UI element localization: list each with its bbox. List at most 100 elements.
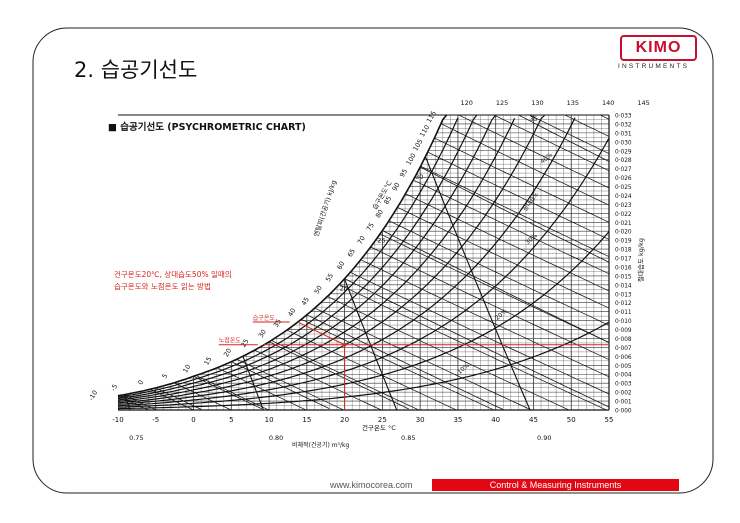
x-tick-label: 25 bbox=[378, 416, 387, 424]
enthalpy-line bbox=[374, 115, 609, 206]
y-tick-label: 0·001 bbox=[615, 400, 632, 406]
logo-wordmark: KIMO bbox=[620, 35, 697, 61]
enthalpy-line bbox=[118, 175, 609, 410]
enthalpy-tick-label: 25 bbox=[239, 338, 250, 349]
x-tick-label: 10 bbox=[265, 416, 274, 424]
y-tick-label: 0·025 bbox=[615, 185, 632, 191]
enthalpy-tick-label: 5 bbox=[160, 372, 169, 380]
y-tick-label: 0·008 bbox=[615, 337, 632, 343]
enthalpy-tick-label: 75 bbox=[365, 221, 376, 232]
dew-point-marker: 노점온도 bbox=[219, 338, 242, 345]
sv-tick-label: 0.90 bbox=[537, 434, 551, 442]
y-tick-label: 0·021 bbox=[615, 221, 632, 227]
rh-axis-label: 상대습도 bbox=[521, 190, 540, 213]
rh-curve bbox=[117, 117, 576, 405]
curve-layer bbox=[117, 114, 610, 411]
y-tick-label: 0·000 bbox=[615, 409, 632, 415]
annotation-line-1: 건구온도20℃, 상대습도50% 일때의 bbox=[114, 269, 232, 279]
wet-bulb-line bbox=[420, 166, 609, 263]
enthalpy-tick-label: 110 bbox=[418, 124, 431, 139]
y-tick-label: 0·031 bbox=[615, 131, 632, 137]
y-axis-label: 절대습도 kg/kg bbox=[636, 238, 645, 282]
logo-subtitle: INSTRUMENTS bbox=[618, 63, 690, 70]
y-tick-label: 0·014 bbox=[615, 283, 632, 289]
y-tick-label: 0·033 bbox=[615, 114, 632, 120]
y-tick-label: 0·002 bbox=[615, 391, 632, 397]
enthalpy-tick-label: 60 bbox=[335, 260, 346, 271]
enthalpy-line bbox=[404, 115, 609, 189]
x-tick-label: 0 bbox=[191, 416, 195, 424]
y-tick-label: 0·030 bbox=[615, 140, 632, 146]
y-tick-label: 0·032 bbox=[615, 122, 632, 128]
enthalpy-tick-label: 35 bbox=[272, 318, 283, 329]
rh-curve bbox=[117, 231, 610, 408]
label-layer: 10%20%30%40%-10 -5 0 5 10 15 20 25 30 35 40 45 50 550… bbox=[87, 99, 650, 442]
kimo-logo: KIMO INSTRUMENTS bbox=[618, 35, 698, 70]
enthalpy-tick-label: 40 bbox=[286, 307, 297, 318]
sv-tick-label: 0.75 bbox=[129, 434, 143, 442]
rh-curve bbox=[117, 114, 478, 400]
sv-axis-label: 비체적(건공기) m³/kg bbox=[292, 441, 349, 449]
y-tick-label: 0·018 bbox=[615, 248, 632, 254]
y-tick-label: 0·007 bbox=[615, 346, 632, 352]
enthalpy-line bbox=[299, 115, 609, 240]
y-tick-label: 0·005 bbox=[615, 364, 632, 370]
rh-curve bbox=[117, 114, 546, 404]
enthalpy-tick-label: 30 bbox=[257, 328, 268, 339]
wet-bulb-line bbox=[193, 375, 262, 410]
enthalpy-tick-label: -10 bbox=[87, 389, 99, 402]
x-tick-label: -10 bbox=[112, 416, 123, 424]
footer-tagline: Control & Measuring Instruments bbox=[432, 479, 679, 491]
sv-tick-label: 0.85 bbox=[401, 434, 415, 442]
enthalpy-tick-label: 125 bbox=[496, 99, 508, 107]
enthalpy-tick-label: -5 bbox=[109, 383, 119, 393]
wet-bulb-line bbox=[344, 278, 609, 408]
y-tick-label: 0·012 bbox=[615, 301, 632, 307]
wet-bulb-marker: 습구온도 bbox=[253, 314, 276, 322]
sv-tick-label: 0.80 bbox=[269, 434, 283, 442]
rh-curve bbox=[117, 114, 448, 397]
rh-curve bbox=[117, 114, 497, 401]
y-tick-label: 0·016 bbox=[615, 265, 632, 271]
y-tick-label: 0·020 bbox=[615, 230, 632, 236]
y-tick-label: 0·015 bbox=[615, 274, 632, 280]
example-point bbox=[342, 342, 347, 347]
enthalpy-line bbox=[510, 115, 609, 137]
rh-curve bbox=[117, 117, 459, 398]
wet-bulb-line bbox=[268, 341, 409, 410]
y-tick-label: 0·006 bbox=[615, 355, 632, 361]
y-tick-label: 0·004 bbox=[615, 373, 632, 379]
enthalpy-tick-label: 90 bbox=[391, 181, 402, 192]
rh-curve bbox=[117, 137, 610, 407]
enthalpy-tick-label: 50 bbox=[313, 284, 324, 295]
wet-bulb-axis-label: 습구온도°C bbox=[370, 179, 394, 211]
x-tick-label: 55 bbox=[605, 416, 614, 424]
enthalpy-tick-label: 85 bbox=[382, 195, 393, 206]
enthalpy-tick-label: 145 bbox=[637, 99, 649, 107]
enthalpy-axis-label: 엔탈피(건공기) kJ/kg bbox=[311, 179, 338, 238]
y-tick-label: 0·028 bbox=[615, 158, 632, 164]
enthalpy-tick-label: 20 bbox=[222, 347, 233, 358]
y-tick-label: 0·009 bbox=[615, 328, 632, 334]
wet-bulb-line bbox=[306, 314, 504, 410]
wet-bulb-line bbox=[457, 115, 609, 162]
enthalpy-tick-label: 140 bbox=[602, 99, 614, 107]
slide-title: 2. 습공기선도 bbox=[74, 58, 198, 82]
footer-url[interactable]: www.kimocorea.com bbox=[330, 480, 413, 490]
wet-bulb-tick-label: 25 bbox=[377, 237, 385, 245]
enthalpy-tick-label: 65 bbox=[346, 247, 357, 258]
enthalpy-line bbox=[193, 115, 609, 292]
y-tick-label: 0·026 bbox=[615, 176, 632, 182]
x-tick-label: 50 bbox=[567, 416, 576, 424]
y-tick-label: 0·027 bbox=[615, 167, 632, 173]
y-tick-label: 0·003 bbox=[615, 382, 632, 388]
x-tick-label: 40 bbox=[491, 416, 500, 424]
enthalpy-line bbox=[442, 115, 609, 172]
wet-bulb-tick-label: 20 bbox=[340, 285, 348, 293]
slide-frame bbox=[32, 27, 714, 494]
wet-bulb-tick-label: 35 bbox=[530, 116, 538, 123]
y-tick-label: 0·024 bbox=[615, 194, 632, 200]
y-tick-label: 0·011 bbox=[615, 310, 632, 316]
y-tick-label: 0·017 bbox=[615, 257, 632, 263]
